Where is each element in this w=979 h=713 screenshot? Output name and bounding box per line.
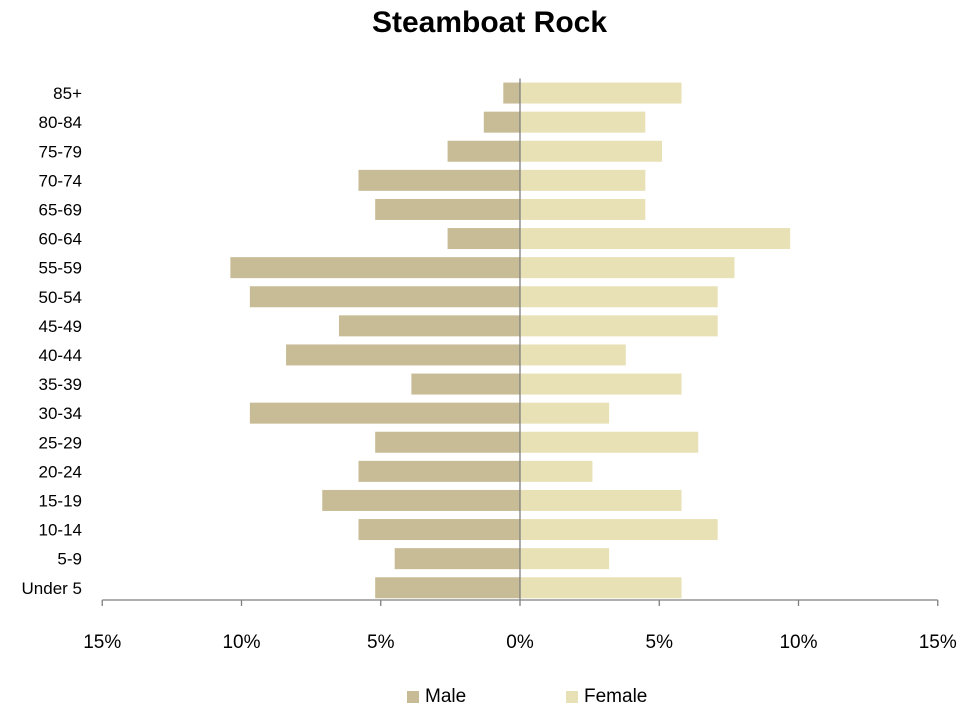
bar-female-25-29 — [520, 431, 699, 453]
category-label: Under 5 — [22, 579, 82, 598]
x-tick-label: 5% — [646, 632, 674, 653]
legend-male-label: Male — [425, 686, 467, 707]
bar-male-5-9 — [394, 548, 520, 570]
category-label: 10-14 — [39, 521, 82, 540]
bar-male-25-29 — [375, 431, 520, 453]
category-label: 45-49 — [39, 317, 82, 336]
bar-female-85+ — [520, 82, 682, 104]
bar-male-70-74 — [358, 169, 520, 191]
bar-female-5-9 — [520, 548, 610, 570]
bar-female-75-79 — [520, 140, 663, 162]
x-tick-label: 5% — [367, 632, 395, 653]
x-tick-label: 15% — [83, 632, 121, 653]
bar-male-under-5 — [375, 577, 520, 599]
bar-female-10-14 — [520, 519, 718, 541]
legend-male: Male — [407, 686, 466, 708]
category-label: 65-69 — [39, 200, 82, 219]
category-label: 85+ — [53, 84, 82, 103]
bar-female-40-44 — [520, 344, 626, 366]
bar-male-30-34 — [249, 402, 521, 424]
legend-female-swatch — [566, 691, 578, 703]
category-label: 40-44 — [39, 346, 82, 365]
category-label: 50-54 — [39, 288, 82, 307]
bar-male-55-59 — [230, 257, 521, 279]
category-label: 60-64 — [39, 230, 82, 249]
category-label: 80-84 — [39, 113, 82, 132]
bar-male-45-49 — [338, 315, 520, 337]
legend-female-label: Female — [584, 686, 648, 707]
bar-female-20-24 — [520, 460, 593, 482]
category-label: 5-9 — [57, 550, 82, 569]
category-label: 25-29 — [39, 433, 82, 452]
x-tick-label: 10% — [779, 632, 817, 653]
legend-male-swatch — [407, 691, 419, 703]
female-bars — [520, 82, 791, 599]
category-label: 20-24 — [39, 462, 82, 481]
category-label: 75-79 — [39, 142, 82, 161]
axes — [101, 78, 939, 606]
bar-female-60-64 — [520, 228, 791, 250]
bar-female-15-19 — [520, 489, 682, 511]
bar-male-85+ — [503, 82, 520, 104]
category-label: 15-19 — [39, 491, 82, 510]
bar-male-10-14 — [358, 519, 520, 541]
category-label: 55-59 — [39, 259, 82, 278]
bar-male-50-54 — [249, 286, 521, 308]
category-label: 35-39 — [39, 375, 82, 394]
bar-male-80-84 — [483, 111, 520, 133]
bar-female-50-54 — [520, 286, 718, 308]
bar-female-55-59 — [520, 257, 735, 279]
bar-male-20-24 — [358, 460, 520, 482]
x-tick-labels: 15% 10% 5% 0% 5% 10% 15% — [83, 632, 957, 653]
legend-female: Female — [566, 686, 647, 708]
bar-male-60-64 — [447, 228, 520, 250]
x-tick-label: 10% — [222, 632, 260, 653]
bar-female-under-5 — [520, 577, 682, 599]
x-tick-label: 0% — [506, 632, 534, 653]
bar-male-40-44 — [286, 344, 520, 366]
chart-title: Steamboat Rock — [371, 6, 608, 39]
category-label: 70-74 — [39, 171, 82, 190]
x-tick-label: 15% — [919, 632, 957, 653]
bar-female-30-34 — [520, 402, 610, 424]
bar-female-45-49 — [520, 315, 718, 337]
bar-female-65-69 — [520, 198, 646, 220]
bar-female-80-84 — [520, 111, 646, 133]
bar-male-65-69 — [375, 198, 520, 220]
category-labels: Under 5 5-9 10-14 15-19 20-24 25-29 30-34 35-39… — [22, 84, 83, 598]
bar-male-35-39 — [411, 373, 520, 395]
bar-female-70-74 — [520, 169, 646, 191]
male-bars — [230, 82, 521, 599]
bar-male-15-19 — [322, 489, 520, 511]
category-label: 30-34 — [39, 404, 82, 423]
bar-female-35-39 — [520, 373, 682, 395]
bar-male-75-79 — [447, 140, 520, 162]
